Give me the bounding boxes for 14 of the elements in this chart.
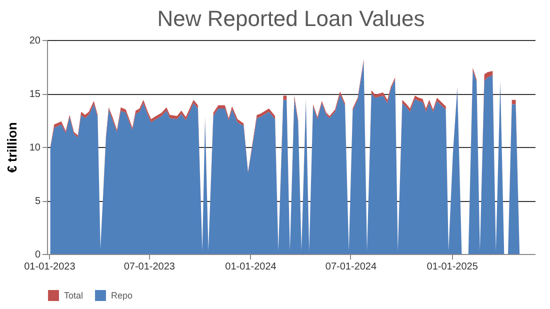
- x-tick-label: 07-01-2023: [124, 262, 176, 272]
- legend-label: Repo: [111, 290, 133, 301]
- x-tick-label: 01-01-2025: [426, 262, 478, 272]
- y-axis-title: € trillion: [4, 122, 20, 173]
- x-tick-label: 07-01-2024: [325, 262, 377, 272]
- x-tick-label: 01-01-2023: [24, 262, 76, 272]
- y-tick-label: 15: [29, 89, 41, 100]
- chart-title: New Reported Loan Values: [157, 6, 425, 31]
- x-tick-label: 01-01-2024: [225, 262, 277, 272]
- y-tick-label: 0: [34, 250, 41, 260]
- legend-label: Total: [64, 290, 84, 301]
- y-tick-label: 5: [34, 196, 41, 207]
- y-tick-label: 20: [29, 36, 41, 46]
- y-tick-label: 10: [29, 142, 41, 154]
